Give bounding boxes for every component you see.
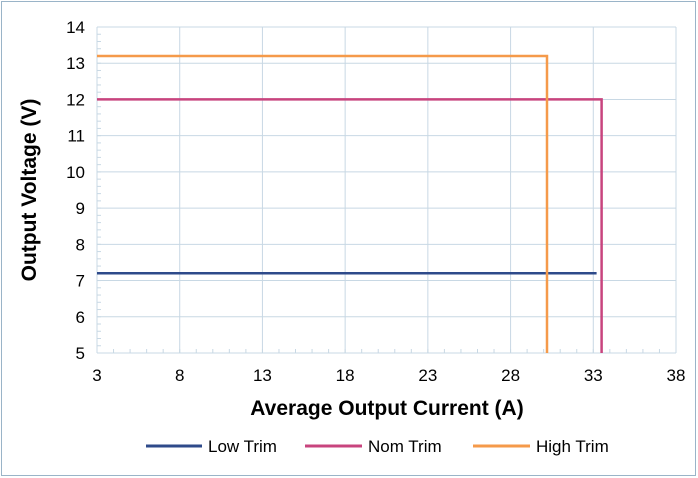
- y-tick-label: 7: [76, 272, 85, 291]
- series-lines: [97, 54, 603, 353]
- x-tick-label: 13: [253, 366, 272, 385]
- y-axis-title: Output Voltage (V): [18, 99, 41, 282]
- y-tick-labels: 5 6 7 8 9 10 11 12 13 14: [66, 18, 85, 363]
- x-tick-label: 33: [584, 366, 603, 385]
- legend-label-nom-trim: Nom Trim: [368, 437, 442, 456]
- x-tick-label: 18: [336, 366, 355, 385]
- minor-ticks: [96, 26, 677, 354]
- x-tick-label: 23: [418, 366, 437, 385]
- x-axis-title: Average Output Current (A): [250, 397, 523, 420]
- y-tick-label: 14: [66, 18, 85, 37]
- y-tick-label: 12: [66, 90, 85, 109]
- y-tick-label: 8: [76, 235, 85, 254]
- series-line-high-trim: [97, 54, 549, 353]
- y-tick-label: 11: [67, 127, 85, 146]
- x-tick-label: 38: [667, 366, 686, 385]
- y-tick-label: 13: [66, 54, 85, 73]
- x-tick-label: 28: [501, 366, 520, 385]
- y-tick-label: 6: [76, 308, 85, 327]
- x-tick-labels: 3 8 13 18 23 28 33 38: [92, 366, 685, 385]
- grid: [96, 26, 677, 354]
- legend-label-low-trim: Low Trim: [208, 437, 277, 456]
- y-tick-label: 9: [76, 199, 85, 218]
- legend-label-high-trim: High Trim: [536, 437, 609, 456]
- x-tick-label: 3: [92, 366, 101, 385]
- x-tick-label: 8: [175, 366, 184, 385]
- series-line-nom-trim: [97, 98, 603, 353]
- y-tick-label: 5: [76, 344, 85, 363]
- legend: Low Trim Nom Trim High Trim: [146, 437, 609, 456]
- y-tick-label: 10: [66, 163, 85, 182]
